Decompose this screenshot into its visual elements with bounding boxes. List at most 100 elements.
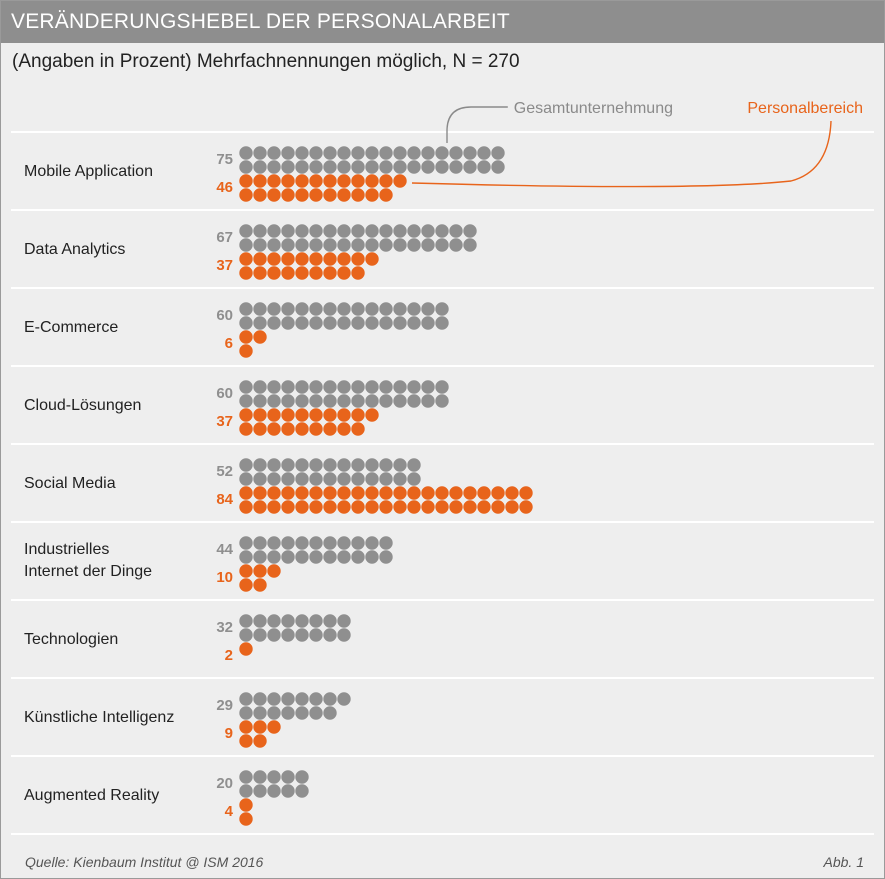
dot-mark-gesamt: [351, 394, 365, 408]
dot-mark-gesamt: [407, 316, 421, 330]
dot-mark-gesamt: [253, 692, 267, 706]
dot-mark-gesamt: [365, 536, 379, 550]
dot-mark-gesamt: [239, 316, 253, 330]
dot-mark-personal: [295, 486, 309, 500]
dot-mark-personal: [351, 408, 365, 422]
dot-mark-gesamt: [407, 302, 421, 316]
dot-mark-gesamt: [253, 550, 267, 564]
dot-mark-gesamt: [323, 316, 337, 330]
dot-mark-gesamt: [407, 472, 421, 486]
category-label: Internet der Dinge: [24, 563, 152, 580]
chart-title: VERÄNDERUNGSHEBEL DER PERSONALARBEIT: [11, 10, 510, 33]
dot-mark-gesamt: [239, 302, 253, 316]
dot-mark-personal: [407, 500, 421, 514]
dot-mark-personal: [239, 344, 253, 358]
dot-mark-gesamt: [337, 316, 351, 330]
dot-mark-gesamt: [365, 224, 379, 238]
dot-mark-gesamt: [309, 628, 323, 642]
dot-mark-gesamt: [267, 706, 281, 720]
dot-mark-gesamt: [379, 316, 393, 330]
value-label-personal: 2: [225, 647, 233, 664]
dot-mark-gesamt: [281, 224, 295, 238]
dot-mark-gesamt: [253, 706, 267, 720]
dot-mark-gesamt: [421, 146, 435, 160]
dot-mark-gesamt: [239, 238, 253, 252]
dot-mark-gesamt: [295, 770, 309, 784]
dot-mark-gesamt: [337, 224, 351, 238]
dot-mark-gesamt: [365, 302, 379, 316]
dot-mark-gesamt: [365, 238, 379, 252]
dot-mark-personal: [519, 500, 533, 514]
dot-mark-gesamt: [421, 302, 435, 316]
leader-line-personal: [411, 120, 832, 188]
dot-mark-gesamt: [309, 394, 323, 408]
dot-mark-personal: [253, 734, 267, 748]
dot-mark-gesamt: [295, 614, 309, 628]
legend-label-personal: Personalbereich: [747, 100, 863, 117]
dot-mark-gesamt: [309, 146, 323, 160]
dot-mark-gesamt: [365, 160, 379, 174]
dot-mark-personal: [351, 486, 365, 500]
chart-row: Technologien 32 2: [24, 614, 351, 664]
value-label-gesamt: 29: [216, 697, 233, 714]
dot-mark-gesamt: [365, 458, 379, 472]
dot-mark-gesamt: [393, 146, 407, 160]
dot-mark-gesamt: [351, 224, 365, 238]
chart-row: E-Commerce 60 6: [24, 302, 449, 358]
dot-mark-gesamt: [281, 160, 295, 174]
dot-mark-personal: [505, 500, 519, 514]
dot-mark-personal: [491, 486, 505, 500]
dot-mark-gesamt: [281, 628, 295, 642]
dot-mark-personal: [351, 500, 365, 514]
dot-mark-personal: [253, 188, 267, 202]
dot-mark-personal: [253, 500, 267, 514]
dot-mark-gesamt: [267, 146, 281, 160]
leader-line-gesamt: [446, 106, 508, 143]
dot-mark-gesamt: [421, 394, 435, 408]
category-label: E-Commerce: [24, 319, 118, 336]
dot-mark-gesamt: [337, 238, 351, 252]
dot-mark-gesamt: [337, 146, 351, 160]
dot-mark-personal: [239, 486, 253, 500]
dot-mark-personal: [393, 486, 407, 500]
legend-label-gesamt: Gesamtunternehmung: [514, 100, 673, 117]
dot-mark-gesamt: [309, 550, 323, 564]
dot-mark-personal: [407, 486, 421, 500]
dot-mark-gesamt: [365, 550, 379, 564]
dot-mark-gesamt: [407, 224, 421, 238]
dot-mark-personal: [351, 188, 365, 202]
dot-mark-gesamt: [281, 614, 295, 628]
dot-mark-gesamt: [295, 784, 309, 798]
dot-mark-gesamt: [435, 160, 449, 174]
dot-mark-personal: [365, 252, 379, 266]
dot-mark-gesamt: [323, 238, 337, 252]
dot-mark-personal: [239, 642, 253, 656]
dot-mark-gesamt: [323, 302, 337, 316]
dot-mark-gesamt: [295, 146, 309, 160]
dot-mark-gesamt: [407, 458, 421, 472]
dot-mark-gesamt: [309, 536, 323, 550]
dot-mark-gesamt: [337, 550, 351, 564]
dot-mark-personal: [309, 266, 323, 280]
value-label-personal: 46: [216, 179, 233, 196]
dot-mark-gesamt: [309, 692, 323, 706]
title-bar: VERÄNDERUNGSHEBEL DER PERSONALARBEIT: [1, 1, 884, 43]
dot-mark-gesamt: [323, 550, 337, 564]
value-label-gesamt: 75: [216, 151, 233, 168]
value-label-personal: 6: [225, 335, 233, 352]
value-label-personal: 37: [216, 257, 233, 274]
dot-mark-gesamt: [379, 550, 393, 564]
dot-mark-gesamt: [337, 536, 351, 550]
dot-mark-gesamt: [309, 238, 323, 252]
dot-mark-gesamt: [281, 146, 295, 160]
dot-mark-personal: [239, 500, 253, 514]
dot-mark-personal: [239, 578, 253, 592]
dot-mark-personal: [435, 486, 449, 500]
dot-mark-personal: [239, 422, 253, 436]
dot-mark-personal: [337, 188, 351, 202]
dot-mark-gesamt: [239, 146, 253, 160]
dot-mark-personal: [351, 266, 365, 280]
dot-mark-gesamt: [281, 472, 295, 486]
dot-mark-gesamt: [267, 472, 281, 486]
dot-mark-personal: [323, 252, 337, 266]
